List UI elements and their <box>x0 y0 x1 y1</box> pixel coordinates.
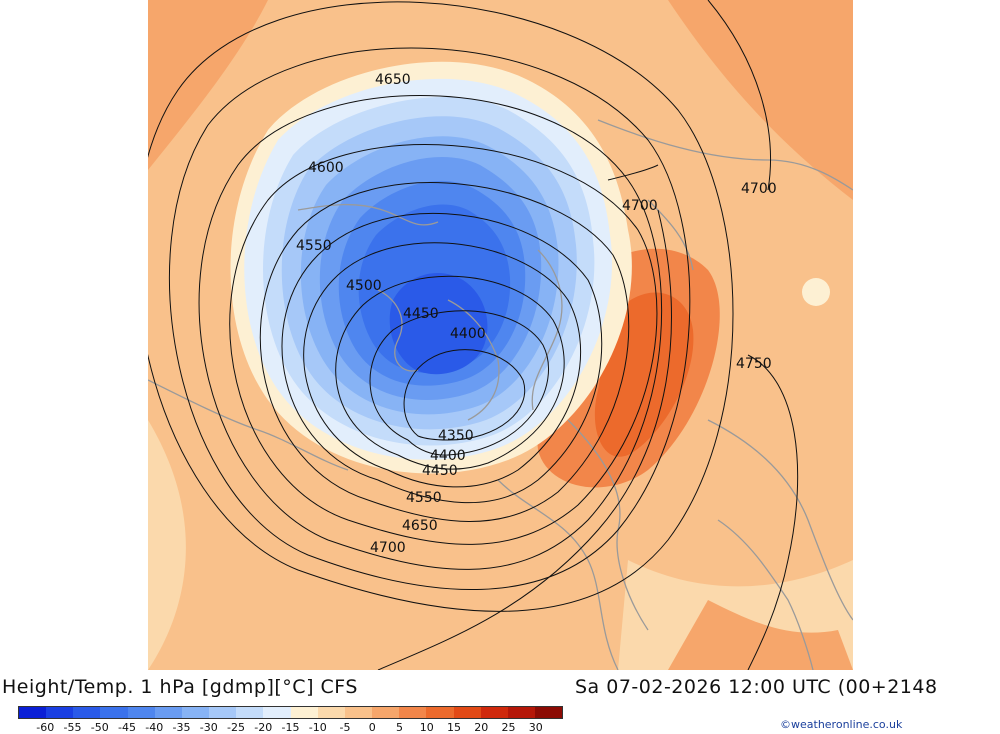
legend-swatch <box>480 707 508 718</box>
legend-swatch <box>209 707 237 718</box>
contour-label: 4350 <box>438 428 474 444</box>
legend-tick-label: -35 <box>172 721 191 734</box>
legend-tick-label: 10 <box>419 721 434 734</box>
legend-tick-label: -15 <box>281 721 300 734</box>
chart-title: Height/Temp. 1 hPa [gdmp][°C] CFS <box>2 676 358 698</box>
legend-swatch <box>507 707 535 718</box>
contour-label: 4550 <box>406 490 442 506</box>
legend-swatch <box>317 707 345 718</box>
legend-tick-label: 0 <box>368 721 376 734</box>
temp-field-warm <box>148 420 186 670</box>
legend-tick-label: -5 <box>339 721 351 734</box>
contour-label: 4450 <box>422 463 458 479</box>
legend-tick-label: -20 <box>254 721 273 734</box>
credit-link[interactable]: ©weatheronline.co.uk <box>780 718 903 731</box>
legend-tick-label: -50 <box>90 721 109 734</box>
legend-tick-label: -55 <box>63 721 82 734</box>
legend-swatch <box>154 707 182 718</box>
contour-label: 4700 <box>370 540 406 556</box>
legend-tick-label: 5 <box>396 721 403 734</box>
legend-swatch <box>100 707 128 718</box>
temp-field-warm <box>668 600 853 670</box>
color-legend-ticks: -60 -55 -50 -45 -40 -35 -30 -25 -20 -15 -10 -5 0 5 10 1… <box>18 721 563 734</box>
legend-tick-label: -45 <box>118 721 136 734</box>
legend-swatch <box>73 707 101 718</box>
legend-swatch <box>399 707 427 718</box>
height-contours <box>148 0 799 670</box>
weather-map: 4650 4600 4550 4500 4450 4400 4350 4400 … <box>148 0 853 670</box>
legend-tick-label: -25 <box>227 721 245 734</box>
legend-tick-label: -30 <box>199 721 218 734</box>
contour-label: 4400 <box>450 326 486 342</box>
contour-label: 4700 <box>741 181 777 197</box>
legend-swatch <box>534 707 563 718</box>
legend-swatch <box>46 707 74 718</box>
legend-swatch <box>181 707 210 718</box>
legend-tick-label: 30 <box>528 721 543 734</box>
legend-swatch <box>372 707 400 718</box>
legend-swatch <box>127 707 155 718</box>
contour-labels: 4650 4600 4550 4500 4450 4400 4350 4400 … <box>296 72 777 556</box>
temp-field-light <box>802 278 830 306</box>
contour-label: 4600 <box>308 160 344 176</box>
contour-label: 4450 <box>403 306 439 322</box>
contour-label: 4400 <box>430 448 466 464</box>
legend-swatch <box>19 707 47 718</box>
legend-tick-label: 25 <box>501 721 516 734</box>
temp-field-warm <box>668 0 853 200</box>
contour-label: 4700 <box>622 198 658 214</box>
contour-label: 4650 <box>402 518 438 534</box>
legend-swatch <box>344 707 373 718</box>
temp-field-warm <box>148 0 268 170</box>
legend-swatch <box>426 707 454 718</box>
color-legend-bar <box>18 706 563 719</box>
legend-tick-label: -40 <box>145 721 164 734</box>
contour-label: 4650 <box>375 72 411 88</box>
contour-label: 4750 <box>736 356 772 372</box>
legend-swatch <box>290 707 318 718</box>
contour-label: 4500 <box>346 278 382 294</box>
legend-tick-label: 20 <box>474 721 489 734</box>
legend-tick-label: -10 <box>308 721 327 734</box>
legend-swatch <box>236 707 264 718</box>
legend-tick-label: 15 <box>447 721 461 734</box>
temp-field-cold <box>389 272 488 375</box>
legend-swatch <box>453 707 481 718</box>
valid-time: Sa 07-02-2026 12:00 UTC (00+2148 <box>575 676 938 698</box>
contour-label: 4550 <box>296 238 332 254</box>
legend-tick-label: -60 <box>36 721 55 734</box>
legend-swatch <box>263 707 291 718</box>
